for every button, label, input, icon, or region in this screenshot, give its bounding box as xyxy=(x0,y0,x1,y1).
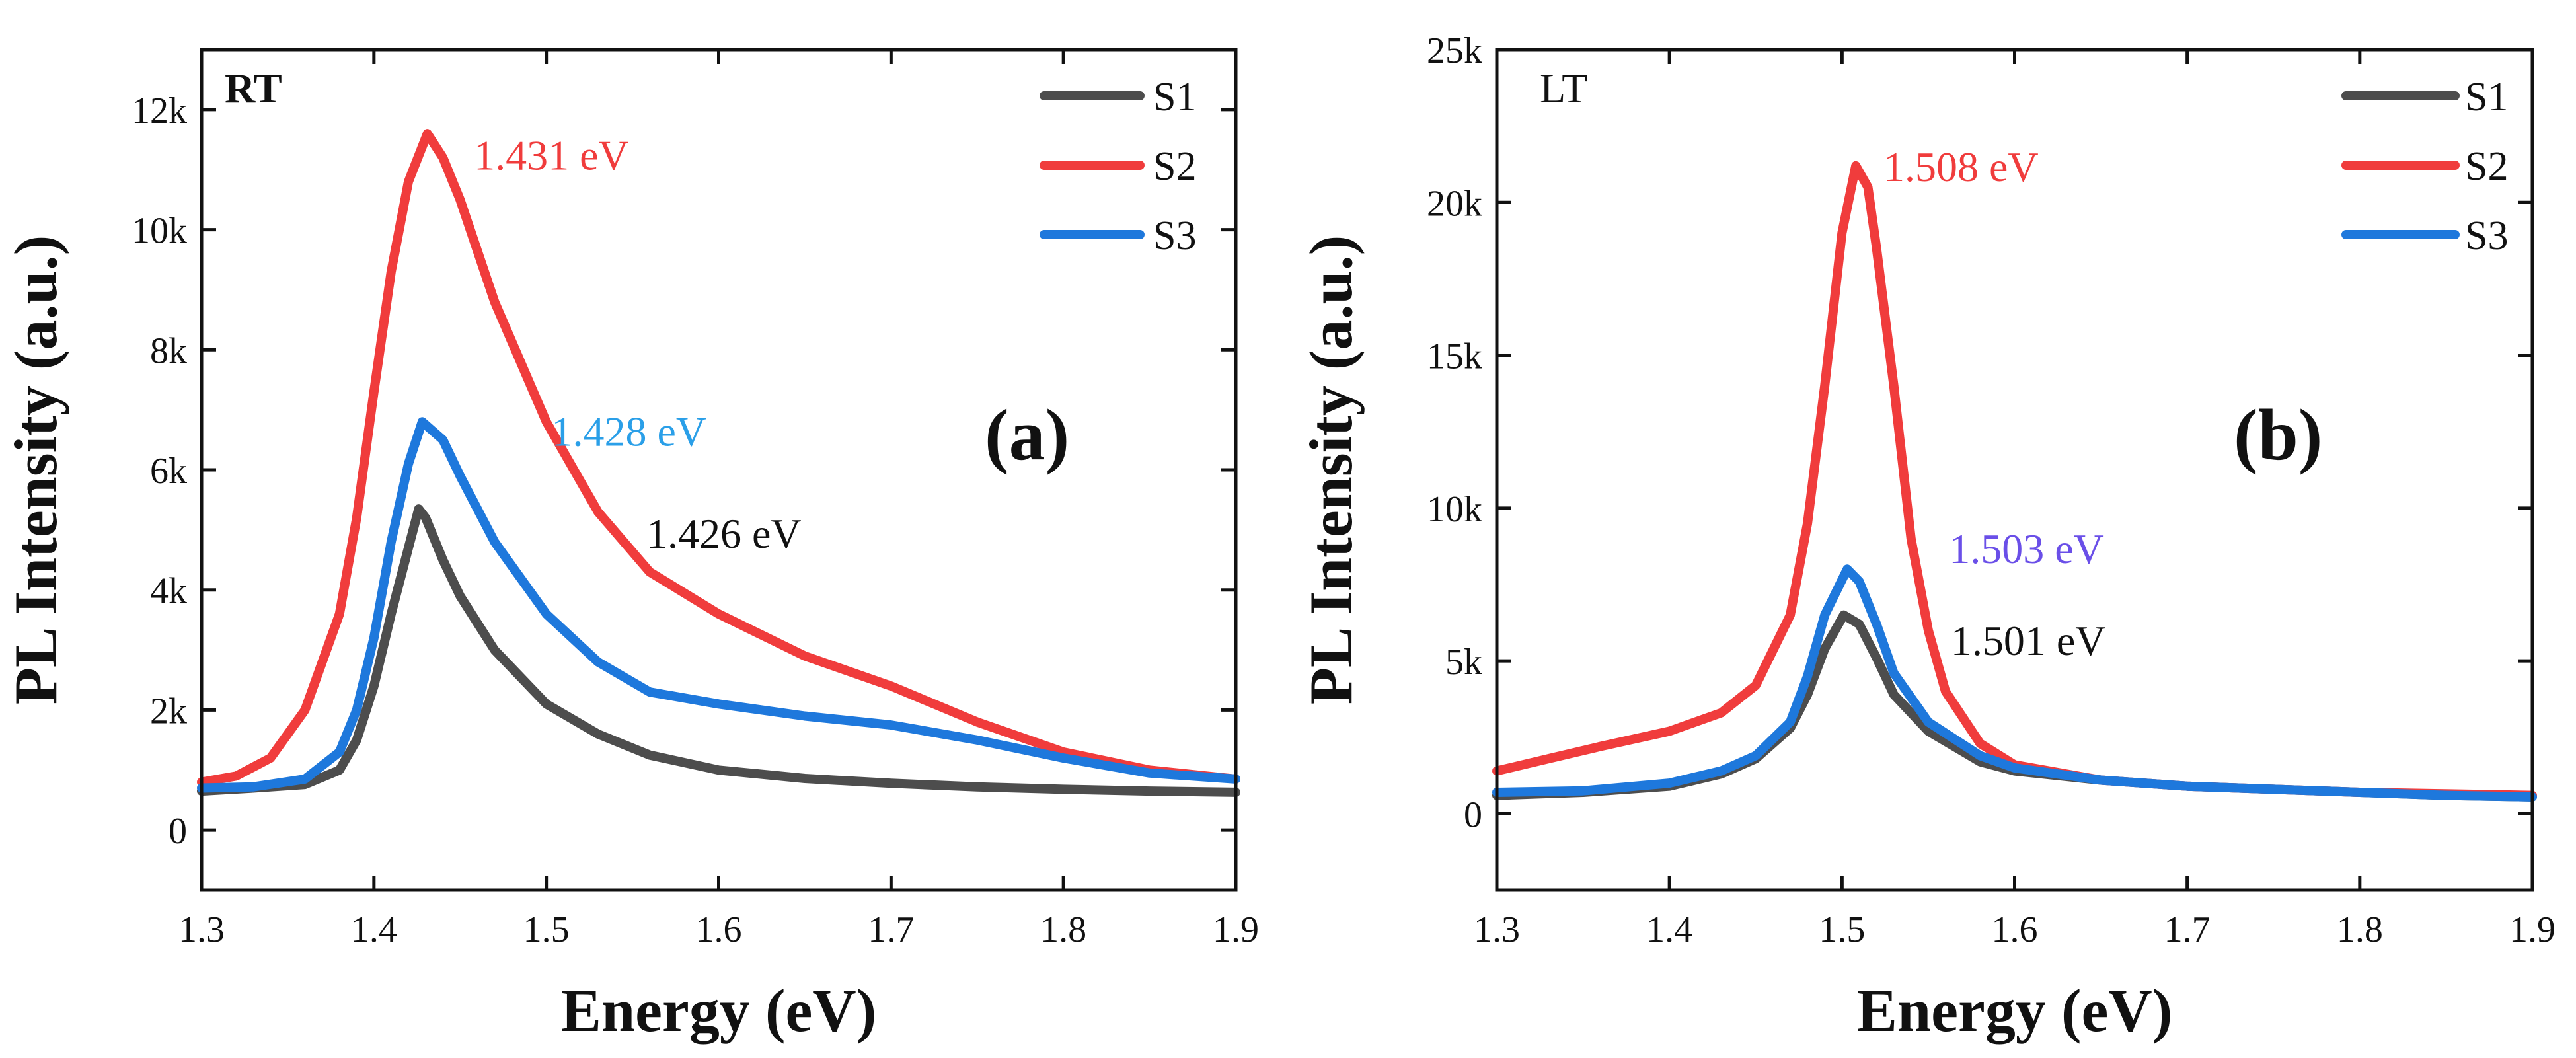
y-axis-label: PL Intensity (a.u.) xyxy=(2,235,69,705)
x-tick-label: 1.8 xyxy=(1040,909,1086,950)
x-tick-label: 1.8 xyxy=(2337,909,2383,950)
peak-annotation: 1.426 eV xyxy=(646,510,802,557)
peak-annotation: 1.508 eV xyxy=(1883,143,2039,190)
y-tick-label: 0 xyxy=(1464,794,1482,835)
x-tick-label: 1.5 xyxy=(1819,909,1865,950)
y-tick-label: 10k xyxy=(1427,489,1482,530)
y-tick-label: 0 xyxy=(169,811,187,852)
x-axis-label: Energy (eV) xyxy=(561,977,877,1044)
x-tick-label: 1.7 xyxy=(868,909,914,950)
chart-panel-a: 1.3 1.4 1.5 1.6 1.7 1.8 1.9 0 2k 4k 6k 8k 10k 12k Ener… xyxy=(2,48,1259,1044)
series-line-s3 xyxy=(1492,564,2537,802)
legend-label-s3: S3 xyxy=(2465,213,2508,258)
legend-label-s2: S2 xyxy=(2465,144,2508,189)
peak-annotation: 1.428 eV xyxy=(551,408,706,455)
chart-panel-b: 1.3 1.4 1.5 1.6 1.7 1.8 1.9 0 5k 10k 15k 20k 25k Ener… xyxy=(1297,30,2556,1044)
x-tick-label: 1.4 xyxy=(1646,909,1692,950)
series-line-s2 xyxy=(1492,161,2537,800)
x-tick-label: 1.7 xyxy=(2164,909,2211,950)
x-tick-label: 1.9 xyxy=(2509,909,2556,950)
x-tick-label: 1.6 xyxy=(1992,909,2038,950)
panel-label: (a) xyxy=(985,395,1069,475)
y-tick-label: 12k xyxy=(132,91,187,132)
panel-label: (b) xyxy=(2234,395,2322,475)
y-tick-label: 20k xyxy=(1427,183,1482,224)
series-line-s3 xyxy=(197,417,1240,793)
y-tick-label: 25k xyxy=(1427,30,1482,71)
legend-label-s3: S3 xyxy=(1153,213,1196,258)
legend-label-s2: S2 xyxy=(1153,144,1196,189)
condition-label: RT xyxy=(225,65,282,112)
y-tick-label: 2k xyxy=(150,691,187,732)
x-tick-label: 1.6 xyxy=(696,909,742,950)
y-tick-label: 5k xyxy=(1445,642,1482,683)
peak-annotation: 1.503 eV xyxy=(1949,525,2104,572)
x-tick-label: 1.4 xyxy=(351,909,397,950)
y-axis-label: PL Intensity (a.u.) xyxy=(1297,235,1365,705)
y-tick-label: 4k xyxy=(150,571,187,612)
y-tick-label: 8k xyxy=(150,330,187,371)
x-tick-label: 1.3 xyxy=(1474,909,1520,950)
y-tick-label: 10k xyxy=(132,211,187,252)
series-line-s2 xyxy=(197,129,1240,787)
y-tick-label: 15k xyxy=(1427,336,1482,377)
x-axis-label: Energy (eV) xyxy=(1857,977,2173,1044)
peak-annotation: 1.431 eV xyxy=(474,132,629,179)
peak-annotation: 1.501 eV xyxy=(1951,617,2106,664)
series-line-s1 xyxy=(197,504,1240,797)
y-tick-label: 6k xyxy=(150,451,187,492)
x-tick-label: 1.3 xyxy=(178,909,225,950)
condition-label: LT xyxy=(1540,65,1587,112)
legend-label-s1: S1 xyxy=(2465,75,2508,120)
legend-label-s1: S1 xyxy=(1153,75,1196,120)
x-tick-label: 1.5 xyxy=(523,909,570,950)
x-tick-label: 1.9 xyxy=(1213,909,1259,950)
